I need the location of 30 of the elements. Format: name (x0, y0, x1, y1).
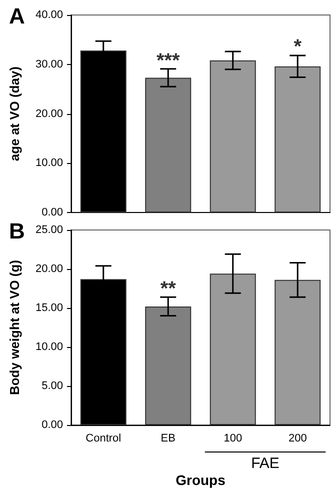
x-axis-title: Groups (176, 472, 226, 488)
y-axis-title: Body weight at VO (g) (7, 260, 22, 396)
bar (210, 60, 256, 212)
y-tick-label: 20.00 (35, 263, 63, 275)
bar (145, 78, 192, 212)
y-axis-title: age at VO (day) (7, 66, 22, 162)
x-tick-label: 200 (288, 432, 307, 444)
annotation: *** (156, 50, 180, 72)
y-tick-label: 30.00 (35, 58, 63, 70)
annotation: ** (160, 278, 176, 300)
y-tick-label: 0.00 (42, 419, 63, 431)
y-tick-label: 15.00 (35, 302, 63, 314)
x-tick-label: Control (86, 432, 122, 444)
x-tick-label: 100 (224, 432, 242, 444)
chart-title: B (9, 218, 25, 244)
bar (145, 306, 192, 425)
annotation: * (294, 36, 302, 58)
bar (274, 66, 321, 212)
y-tick-label: 10.00 (35, 157, 63, 170)
chart-title: A (9, 4, 25, 28)
y-tick-label: 5.00 (42, 380, 63, 392)
y-tick-label: 20.00 (35, 108, 63, 120)
y-tick-label: 0.00 (42, 206, 63, 218)
bar (210, 274, 256, 425)
y-tick-label: 25.00 (35, 224, 63, 236)
y-tick-label: 40.00 (35, 9, 63, 21)
text: FAE (251, 455, 280, 472)
x-tick-label: EB (160, 432, 176, 444)
y-tick-label: 10.00 (35, 341, 63, 353)
bar (274, 280, 321, 425)
